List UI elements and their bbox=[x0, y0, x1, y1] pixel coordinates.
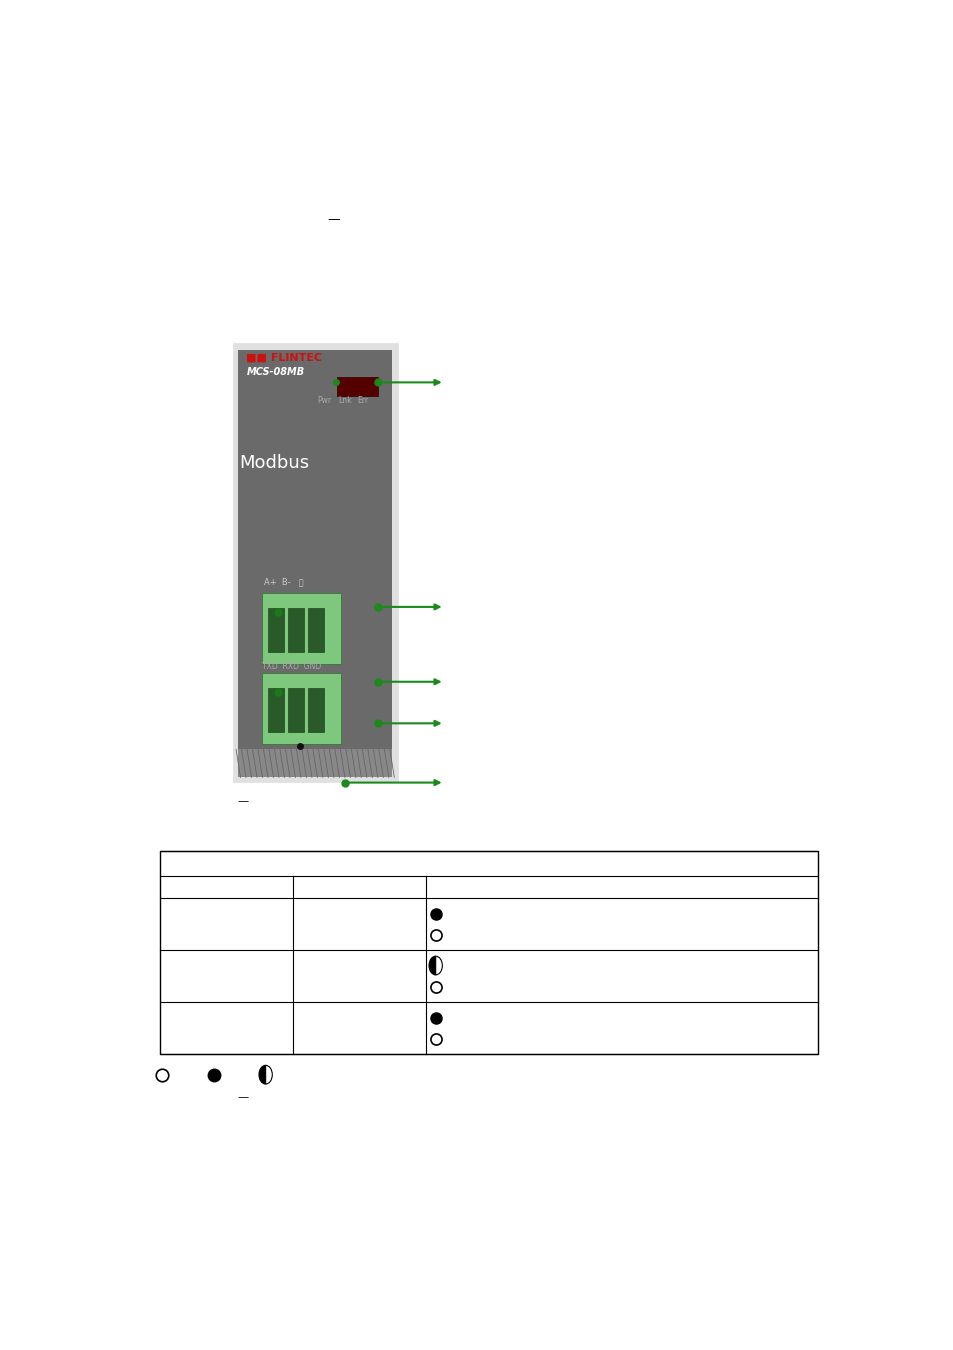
Text: ■■ FLINTEC: ■■ FLINTEC bbox=[246, 352, 322, 362]
Bar bbox=[288, 608, 304, 652]
Text: —: — bbox=[237, 796, 249, 806]
Bar bbox=[337, 377, 377, 396]
Text: TXD  RXD  GND: TXD RXD GND bbox=[262, 662, 321, 671]
Bar bbox=[268, 608, 284, 652]
Text: Modbus: Modbus bbox=[239, 455, 310, 472]
Text: MCS-08MB: MCS-08MB bbox=[246, 367, 304, 377]
Bar bbox=[262, 594, 341, 664]
Wedge shape bbox=[265, 1065, 272, 1084]
Bar bbox=[238, 350, 392, 775]
Bar bbox=[308, 688, 324, 732]
Text: Lnk: Lnk bbox=[337, 396, 352, 405]
Wedge shape bbox=[429, 956, 436, 975]
Wedge shape bbox=[258, 1065, 265, 1084]
Bar bbox=[262, 674, 341, 744]
Bar bbox=[238, 749, 392, 778]
Text: Err: Err bbox=[356, 396, 368, 405]
Bar bbox=[288, 688, 304, 732]
Bar bbox=[268, 688, 284, 732]
Bar bbox=[233, 344, 396, 780]
Bar bbox=[160, 852, 817, 1054]
Wedge shape bbox=[436, 956, 442, 975]
Text: A+  B-   ⏚: A+ B- ⏚ bbox=[264, 578, 303, 586]
Bar bbox=[308, 608, 324, 652]
Text: Pwr: Pwr bbox=[317, 396, 332, 405]
Text: —: — bbox=[327, 213, 339, 225]
Text: —: — bbox=[237, 1092, 249, 1103]
